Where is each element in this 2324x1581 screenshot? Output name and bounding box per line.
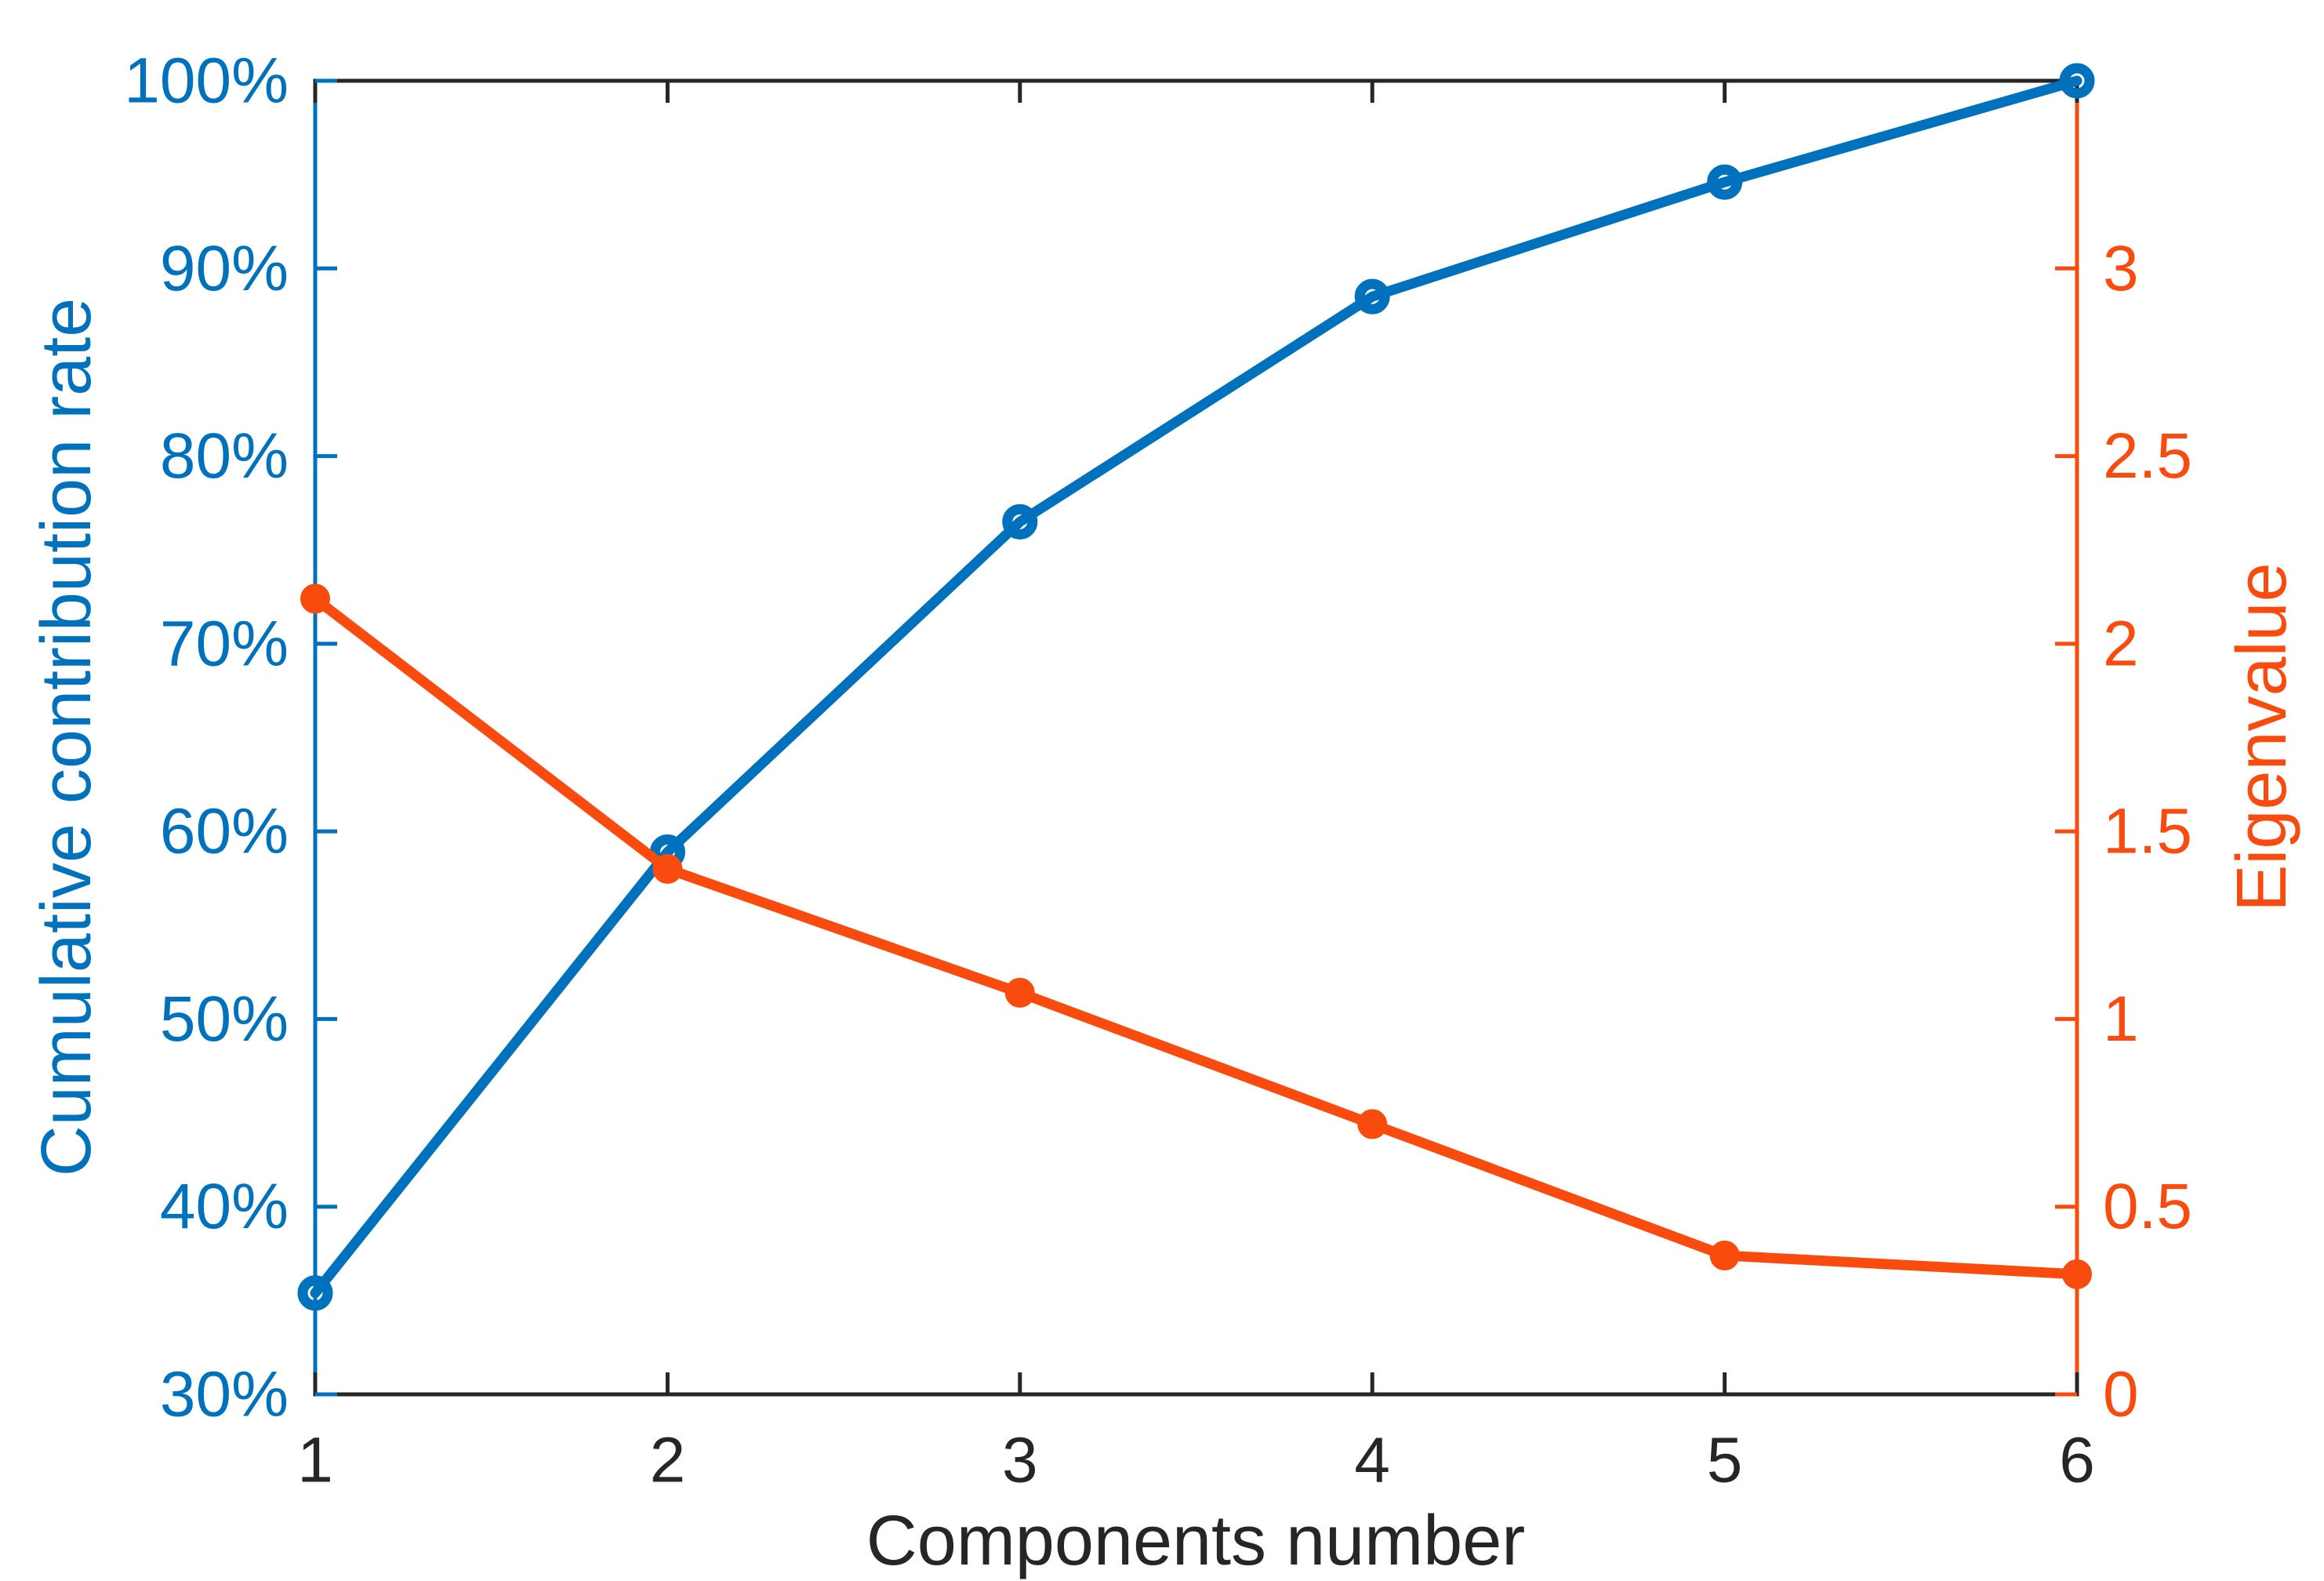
x-tick-label: 6 bbox=[2059, 1425, 2095, 1496]
right-tick-label: 3 bbox=[2103, 233, 2139, 304]
right-y-axis-label: Eigenvalue bbox=[2223, 562, 2301, 911]
eigenvalue-line bbox=[310, 593, 2083, 1280]
left-tick-label: 40% bbox=[160, 1171, 289, 1242]
cumulative-contribution-rate-marker bbox=[1002, 503, 1038, 540]
cumulative-contribution-rate-line bbox=[310, 75, 2083, 1299]
left-tick-label: 50% bbox=[160, 983, 289, 1055]
x-tick-label: 4 bbox=[1354, 1425, 1390, 1496]
right-tick-label: 2.5 bbox=[2103, 420, 2192, 492]
x-tick-label: 2 bbox=[650, 1425, 686, 1496]
x-axis-label: Components number bbox=[866, 1502, 1525, 1580]
right-tick-label: 1.5 bbox=[2103, 796, 2192, 867]
eigenvalue-marker bbox=[1709, 1240, 1740, 1270]
right-tick-label: 0.5 bbox=[2103, 1171, 2192, 1242]
left-tick-label: 80% bbox=[160, 420, 289, 492]
chart-generated-layer: 1 2 3 4 5 6 30% 40% 50% 60% 70% 80% 90% 100% 0 0.5 1 1.5 2… bbox=[124, 45, 2192, 1496]
right-tick-label: 2 bbox=[2103, 608, 2139, 679]
left-y-axis-label: Cumulative contribution rate bbox=[27, 298, 106, 1177]
cumulative-contribution-rate-marker bbox=[1707, 164, 1743, 200]
left-tick-label: 90% bbox=[160, 233, 289, 304]
right-tick-label: 1 bbox=[2103, 983, 2139, 1055]
eigenvalue-marker bbox=[1357, 1109, 1388, 1139]
x-tick-label: 1 bbox=[297, 1425, 333, 1496]
left-tick-label: 100% bbox=[124, 45, 289, 117]
x-tick-label: 3 bbox=[1002, 1425, 1038, 1496]
cumulative-contribution-rate-marker bbox=[2059, 63, 2095, 99]
left-tick-label: 30% bbox=[160, 1359, 289, 1430]
cumulative-contribution-rate-marker bbox=[297, 1275, 333, 1311]
eigenvalue-marker bbox=[300, 583, 330, 614]
left-tick-label: 70% bbox=[160, 608, 289, 679]
right-tick-label: 0 bbox=[2103, 1359, 2139, 1430]
left-tick-label: 60% bbox=[160, 796, 289, 867]
cumulative-contribution-rate-marker bbox=[1354, 278, 1390, 314]
x-tick-label: 5 bbox=[1707, 1425, 1743, 1496]
eigenvalue-marker bbox=[652, 854, 683, 884]
eigenvalue-marker bbox=[1004, 977, 1035, 1008]
eigenvalue-marker bbox=[2062, 1259, 2092, 1289]
